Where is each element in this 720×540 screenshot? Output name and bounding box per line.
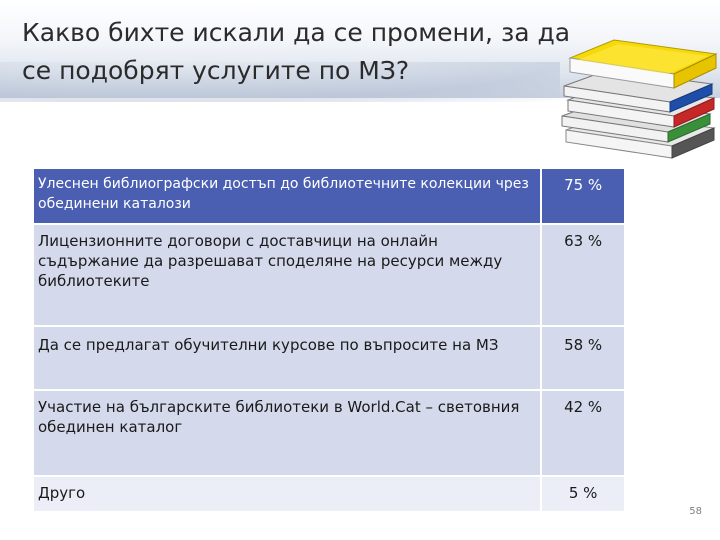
row-percentage: 75 % bbox=[540, 167, 626, 225]
row-percentage: 5 % bbox=[540, 475, 626, 513]
row-label: Улеснен библиографски достъп до библиоте… bbox=[31, 167, 543, 225]
row-label: Участие на българските библиотеки в Worl… bbox=[31, 389, 543, 477]
page-number: 58 bbox=[689, 506, 702, 517]
header-swoosh bbox=[0, 62, 560, 102]
row-label: Лицензионните договори с доставчици на о… bbox=[31, 223, 543, 327]
row-percentage: 42 % bbox=[540, 389, 626, 477]
row-label: Да се предлагат обучителни курсове по въ… bbox=[31, 325, 543, 391]
row-label: Друго bbox=[31, 475, 543, 513]
table-row: Друго 5 % bbox=[31, 475, 626, 513]
table-row: Участие на българските библиотеки в Worl… bbox=[31, 389, 626, 477]
slide-title: Какво бихте искали да се промени, за да … bbox=[22, 18, 571, 85]
row-percentage: 63 % bbox=[540, 223, 626, 327]
table-row: Да се предлагат обучителни курсове по въ… bbox=[31, 325, 626, 391]
row-percentage: 58 % bbox=[540, 325, 626, 391]
stack-of-books-icon bbox=[561, 39, 718, 159]
table-row: Улеснен библиографски достъп до библиоте… bbox=[31, 167, 626, 225]
survey-results-table: Улеснен библиографски достъп до библиоте… bbox=[31, 167, 626, 513]
table-row: Лицензионните договори с доставчици на о… bbox=[31, 223, 626, 327]
